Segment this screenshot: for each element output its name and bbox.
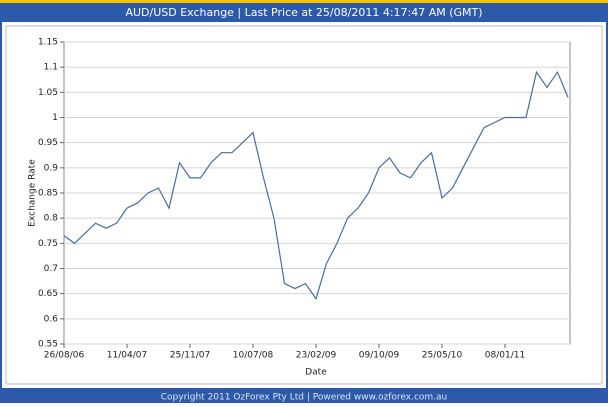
y-tick-label: 1.15 [38, 38, 58, 48]
y-tick-label: 0.8 [44, 214, 59, 224]
y-tick-label: 1.05 [38, 88, 58, 98]
y-tick-label: 0.85 [38, 189, 58, 199]
x-tick-label: 10/07/08 [233, 351, 274, 361]
y-tick-label: 0.65 [38, 289, 58, 299]
x-tick-label: 09/10/09 [359, 351, 400, 361]
x-tick-label: 08/01/11 [485, 351, 525, 361]
x-axis-label: Date [305, 368, 327, 378]
panel-border [5, 25, 603, 385]
top-stripe [0, 0, 608, 3]
y-tick-label: 0.95 [38, 138, 58, 148]
x-tick-label: 23/02/09 [296, 351, 337, 361]
footer: Copyright 2011 OzForex Pty Ltd | Powered… [161, 393, 448, 403]
x-tick-label: 25/05/10 [422, 351, 463, 361]
y-tick-label: 0.9 [44, 163, 59, 173]
y-tick-label: 0.6 [44, 314, 59, 324]
y-tick-label: 1.1 [44, 63, 58, 73]
y-tick-label: 0.55 [38, 340, 58, 350]
y-tick-label: 1 [52, 113, 58, 123]
x-tick-label: 11/04/07 [107, 351, 147, 361]
chart-title: AUD/USD Exchange | Last Price at 25/08/2… [125, 6, 482, 19]
line-series [63, 70, 569, 301]
y-tick-label: 0.7 [44, 264, 58, 274]
y-axis-label: Exchange Rate [28, 159, 38, 227]
y-tick-label: 0.75 [38, 239, 58, 249]
x-tick-label: 26/08/06 [44, 351, 85, 361]
x-tick-label: 25/11/07 [170, 351, 210, 361]
